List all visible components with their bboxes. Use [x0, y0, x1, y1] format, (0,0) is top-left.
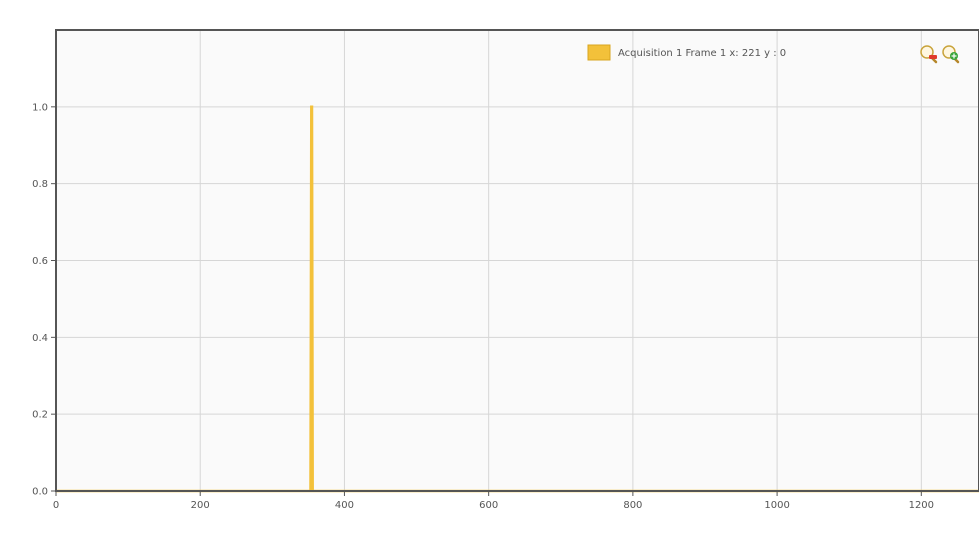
x-tick-label: 200: [191, 500, 210, 511]
x-tick-label: 0: [53, 500, 59, 511]
y-tick-label: 0.6: [32, 256, 48, 267]
zoom-in-icon: [942, 45, 960, 64]
y-tick-label: 0.8: [32, 179, 48, 190]
y-axis-ticks: 0.0 0.2 0.4 0.6 0.8 1.0: [32, 102, 56, 498]
legend-label: Acquisition 1 Frame 1 x: 221 y : 0: [618, 48, 786, 59]
legend: Acquisition 1 Frame 1 x: 221 y : 0: [587, 44, 786, 61]
zoom-out-button[interactable]: [920, 45, 938, 64]
x-axis-ticks: 0 200 400 600 800 1000 1200: [53, 491, 934, 511]
x-tick-label: 1200: [909, 500, 934, 511]
x-tick-label: 800: [623, 500, 642, 511]
grid: [56, 30, 979, 491]
y-tick-label: 1.0: [32, 102, 48, 113]
zoom-out-icon: [920, 45, 938, 64]
y-tick-label: 0.0: [32, 487, 48, 498]
y-tick-label: 0.2: [32, 410, 48, 421]
x-tick-label: 600: [479, 500, 498, 511]
x-tick-label: 1000: [764, 500, 789, 511]
legend-swatch: [587, 44, 611, 61]
x-tick-label: 400: [335, 500, 354, 511]
y-tick-label: 0.4: [32, 333, 48, 344]
zoom-in-button[interactable]: [942, 45, 960, 64]
